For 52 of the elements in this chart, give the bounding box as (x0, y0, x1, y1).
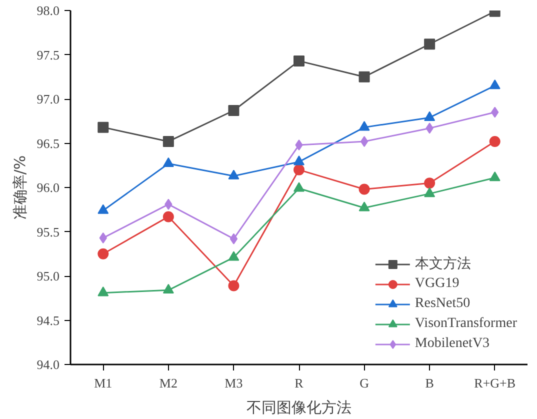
x-tick-label: B (425, 376, 434, 390)
point (294, 182, 304, 192)
point (98, 122, 109, 133)
point (162, 157, 174, 167)
point (358, 121, 370, 131)
point (162, 284, 174, 294)
point (424, 178, 436, 189)
point (294, 164, 304, 176)
point (424, 38, 436, 50)
x-tick-label: R (294, 376, 304, 390)
point (489, 136, 500, 147)
point (360, 136, 368, 147)
legend-label: VGG19 (414, 276, 460, 292)
point (358, 184, 370, 195)
point (489, 171, 500, 182)
point (162, 211, 174, 222)
y-tick-label: 97.5 (36, 47, 60, 62)
y-tick-label: 94.5 (36, 312, 60, 328)
x-tick-label: R+G+B (474, 376, 516, 390)
point (424, 187, 436, 198)
y-tick-label: 94.0 (36, 357, 60, 372)
y-axis-title: 准确率/% (10, 155, 29, 220)
x-tick-label: G (360, 376, 369, 390)
legend-label: 本文方法 (414, 255, 471, 273)
point (228, 251, 240, 261)
point (358, 202, 370, 212)
point (294, 55, 304, 66)
point (228, 170, 240, 180)
y-tick-label: 96.0 (36, 180, 60, 195)
point (98, 286, 109, 296)
point (98, 248, 109, 260)
y-tick-label: 97.0 (36, 92, 60, 106)
point (358, 71, 370, 82)
point (424, 111, 436, 121)
point (162, 136, 174, 147)
point (228, 280, 240, 292)
y-tick-label: 98.0 (36, 3, 60, 18)
y-tick-label: 95.0 (36, 268, 60, 284)
point (489, 79, 500, 90)
point (98, 204, 109, 214)
x-axis-title: 不同图像化方法 (246, 398, 352, 416)
y-tick-label: 96.5 (36, 136, 60, 151)
point (294, 156, 304, 166)
y-tick-label: 95.5 (36, 224, 60, 240)
x-tick-label: M2 (159, 376, 178, 390)
x-tick-label: M1 (94, 376, 112, 390)
legend-label: MobilenetV3 (414, 336, 490, 352)
point (228, 105, 240, 116)
x-tick-label: M3 (224, 376, 243, 390)
legend-label: VisonTransformer (414, 316, 517, 332)
point (230, 233, 238, 244)
legend-label: ResNet50 (414, 296, 470, 312)
